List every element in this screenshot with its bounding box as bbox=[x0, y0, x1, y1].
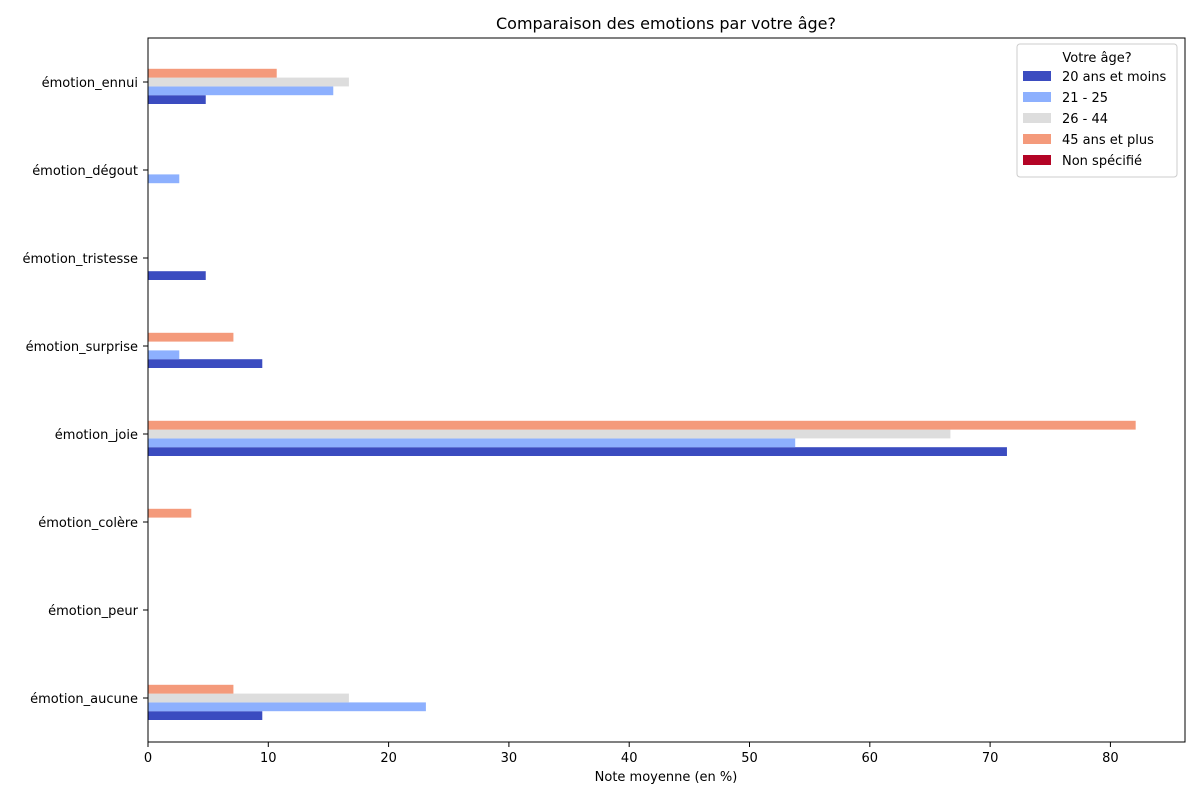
y-tick-label: émotion_colère bbox=[38, 516, 138, 531]
legend-swatch bbox=[1023, 92, 1051, 102]
y-tick-label: émotion_ennui bbox=[42, 76, 138, 91]
bar-émotion_joie-series-2 bbox=[148, 429, 951, 439]
legend-entry-label: 20 ans et moins bbox=[1062, 70, 1166, 85]
bar-émotion_joie-series-1 bbox=[148, 438, 796, 448]
bar-émotion_ennui-series-2 bbox=[148, 77, 349, 87]
y-tick-label: émotion_joie bbox=[55, 428, 138, 443]
bar-émotion_aucune-series-2 bbox=[148, 693, 349, 703]
legend-box bbox=[1016, 43, 1178, 178]
bar-émotion_surprise-series-3 bbox=[148, 332, 234, 342]
legend-swatch bbox=[1023, 155, 1051, 165]
x-tick-label: 80 bbox=[1102, 751, 1119, 766]
y-tick-label: émotion_dégout bbox=[32, 164, 138, 179]
legend-swatch bbox=[1023, 71, 1051, 81]
bar-émotion_ennui-series-1 bbox=[148, 86, 334, 96]
bar-émotion_surprise-series-1 bbox=[148, 350, 180, 360]
x-tick-label: 20 bbox=[380, 751, 397, 766]
legend-entry-label: 26 - 44 bbox=[1062, 112, 1108, 127]
x-axis-label: Note moyenne (en %) bbox=[595, 770, 738, 785]
chart-title: Comparaison des emotions par votre âge? bbox=[496, 14, 836, 33]
legend-entry-label: 21 - 25 bbox=[1062, 91, 1108, 106]
bar-émotion_ennui-series-3 bbox=[148, 68, 277, 78]
y-tick-label: émotion_surprise bbox=[26, 340, 138, 355]
x-tick-label: 60 bbox=[862, 751, 879, 766]
x-tick-label: 50 bbox=[741, 751, 758, 766]
y-tick-label: émotion_tristesse bbox=[23, 252, 138, 267]
legend-swatch bbox=[1023, 113, 1051, 123]
x-tick-label: 30 bbox=[501, 751, 518, 766]
y-tick-label: émotion_peur bbox=[48, 604, 139, 619]
bar-émotion_ennui-series-0 bbox=[148, 95, 206, 104]
legend-items: 20 ans et moins 21 - 25 26 - 44 45 ans et p… bbox=[1023, 70, 1166, 169]
bar-émotion_dégout-series-1 bbox=[148, 174, 180, 184]
bar-émotion_surprise-series-0 bbox=[148, 359, 263, 368]
x-tick-label: 40 bbox=[621, 751, 638, 766]
x-tick-label: 70 bbox=[982, 751, 999, 766]
y-tick-label: émotion_aucune bbox=[30, 692, 138, 707]
bar-émotion_colère-series-3 bbox=[148, 508, 192, 518]
x-tick-label: 0 bbox=[144, 751, 152, 766]
legend-entry-label: 45 ans et plus bbox=[1062, 133, 1154, 148]
bar-émotion_aucune-series-1 bbox=[148, 702, 426, 712]
bar-émotion_aucune-series-0 bbox=[148, 711, 263, 720]
y-axis-ticks: émotion_aucune émotion_peur émotion_colère… bbox=[23, 76, 148, 707]
legend: Votre âge? 20 ans et moins 21 - 25 26 - 44… bbox=[1016, 43, 1178, 178]
legend-entry-label: Non spécifié bbox=[1062, 154, 1142, 169]
x-tick-label: 10 bbox=[260, 751, 277, 766]
bar-émotion_tristesse-series-0 bbox=[148, 271, 206, 280]
plot-frame bbox=[147, 37, 1186, 743]
bar-émotion_joie-series-3 bbox=[148, 420, 1136, 430]
legend-swatch bbox=[1023, 134, 1051, 144]
legend-title: Votre âge? bbox=[1062, 51, 1131, 66]
x-axis-ticks: 0 10 20 30 40 50 60 70 80 bbox=[144, 742, 1119, 766]
bar-émotion_aucune-series-3 bbox=[148, 684, 234, 694]
bar-émotion_joie-series-0 bbox=[148, 447, 1007, 456]
bars-group bbox=[148, 68, 1136, 720]
